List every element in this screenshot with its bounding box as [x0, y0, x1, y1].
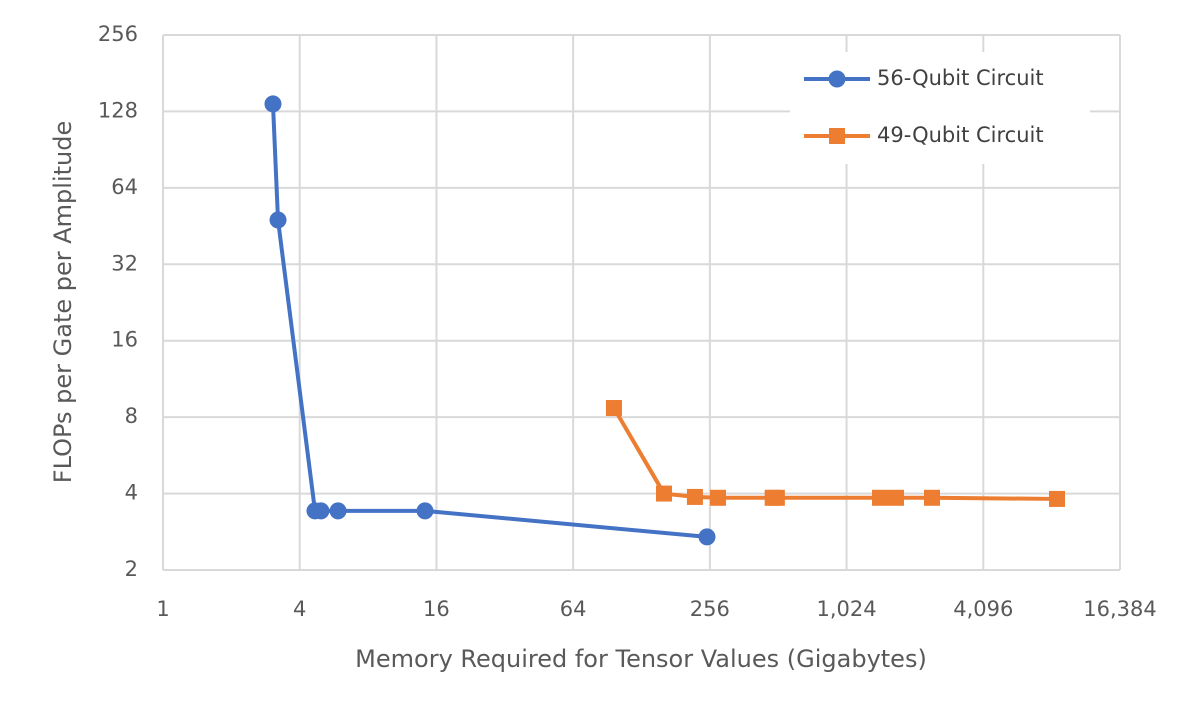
y-tick-label: 64	[111, 175, 138, 199]
y-tick-label: 2	[125, 557, 138, 581]
y-tick-label: 32	[111, 251, 138, 275]
series-line	[270, 103, 708, 539]
y-tick-label: 128	[98, 98, 138, 122]
data-point	[416, 502, 434, 520]
data-point	[768, 489, 785, 506]
grid	[162, 34, 1121, 571]
data-point	[655, 485, 672, 502]
legend: 56-Qubit Circuit 49-Qubit Circuit	[790, 52, 1090, 164]
data-point	[923, 489, 940, 506]
x-tick-label: 16,384	[1083, 597, 1156, 621]
data-point	[605, 400, 622, 417]
y-tick-label: 8	[125, 404, 138, 428]
data-point	[709, 489, 726, 506]
data-point	[698, 528, 716, 546]
legend-marker	[829, 128, 845, 144]
x-tick-label: 16	[423, 597, 450, 621]
x-tick-label: 1	[156, 597, 169, 621]
y-tick-label: 16	[111, 328, 138, 352]
legend-label: 49-Qubit Circuit	[877, 123, 1044, 147]
data-point	[887, 489, 904, 506]
y-tick-label: 256	[98, 22, 138, 46]
data-point	[312, 502, 330, 520]
series-line	[612, 407, 1058, 501]
data-point	[269, 211, 287, 229]
y-axis-title: FLOPs per Gate per Amplitude	[49, 121, 77, 483]
x-tick-label: 4,096	[953, 597, 1013, 621]
x-tick-label: 64	[560, 597, 587, 621]
x-tick-label: 4	[293, 597, 306, 621]
legend-label: 56-Qubit Circuit	[877, 66, 1044, 90]
data-point	[871, 489, 888, 506]
x-tick-label: 256	[690, 597, 730, 621]
x-axis-title: Memory Required for Tensor Values (Gigab…	[355, 645, 927, 673]
legend-marker	[828, 70, 846, 88]
data-point	[686, 488, 703, 505]
data-point	[264, 95, 282, 113]
y-tick-label: 4	[125, 481, 138, 505]
legend-box	[790, 52, 1090, 164]
data-point	[1049, 490, 1066, 507]
x-tick-label: 1,024	[817, 597, 877, 621]
data-point	[329, 502, 347, 520]
